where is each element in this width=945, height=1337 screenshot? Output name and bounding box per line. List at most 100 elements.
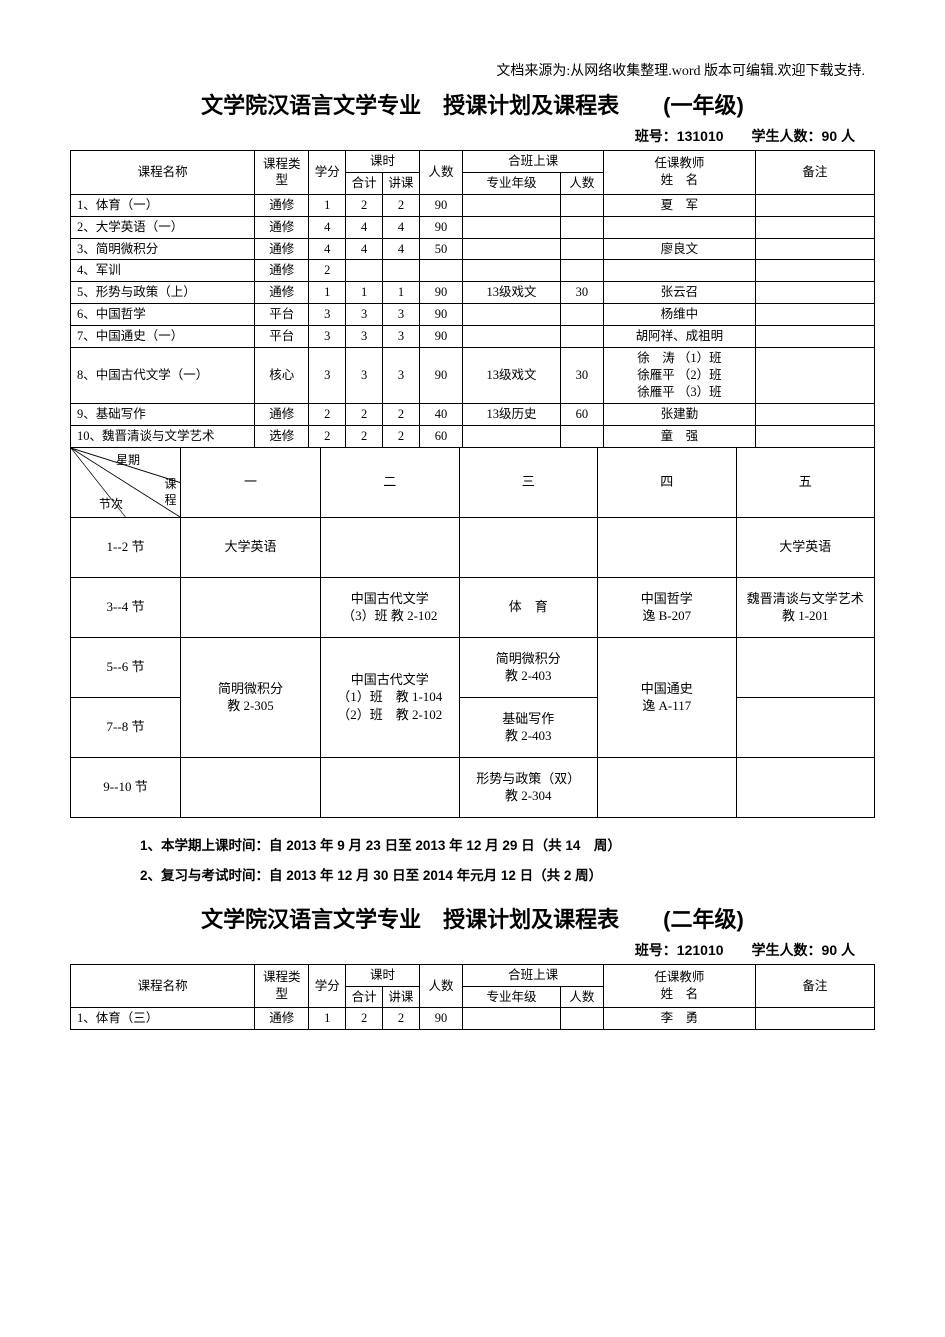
cell-jn: [560, 260, 603, 282]
cell-credit: 1: [309, 194, 346, 216]
hdr-joint-major: 专业年级: [463, 172, 561, 194]
schedule-row: 3--4 节中国古代文学（3）班 教 2-102体 育中国哲学逸 B-207魏晋…: [71, 577, 875, 637]
cell-teacher: 廖良文: [604, 238, 756, 260]
schedule-cell: 9--10 节: [71, 757, 181, 817]
cell-hl: 3: [383, 326, 420, 348]
cell-num: 90: [419, 194, 462, 216]
schedule-cell: 形势与政策（双）教 2-304: [459, 757, 598, 817]
schedule-cell: 大学英语: [181, 517, 321, 577]
cell-hl: 2: [383, 403, 420, 425]
cell-teacher: 张建勤: [604, 403, 756, 425]
cell-jm: 13级历史: [463, 403, 561, 425]
cell-jm: [463, 326, 561, 348]
day-2: 二: [321, 447, 460, 517]
cell-ht: 4: [346, 238, 383, 260]
cell-ht: 2: [346, 194, 383, 216]
table-row: 3、简明微积分通修44450廖良文: [71, 238, 875, 260]
cell-hl: 3: [383, 304, 420, 326]
schedule-cell: [181, 577, 321, 637]
cell-teacher: 张云召: [604, 282, 756, 304]
cell-remark: [755, 194, 874, 216]
schedule-diag-header: 星期 课程 节次: [71, 447, 181, 517]
g2-hdr-hours: 课时: [346, 964, 420, 986]
hdr-joint-num: 人数: [560, 172, 603, 194]
cell-hl: 1: [383, 282, 420, 304]
cell-num: 90: [419, 216, 462, 238]
schedule-cell: [736, 697, 875, 757]
g2-hdr-joint-major: 专业年级: [463, 986, 561, 1008]
table-row: 2、大学英语（一）通修44490: [71, 216, 875, 238]
cell-remark: [755, 238, 874, 260]
cell-jn: [560, 216, 603, 238]
cell-credit: 3: [309, 326, 346, 348]
hdr-hours-total: 合计: [346, 172, 383, 194]
g2-hdr-hours-lecture: 讲课: [383, 986, 420, 1008]
cell-num: 90: [419, 347, 462, 403]
table-row: 7、中国通史（一）平台33390胡阿祥、成祖明: [71, 326, 875, 348]
day-1: 一: [181, 447, 321, 517]
cell-ht: 2: [346, 403, 383, 425]
cell-ht: 3: [346, 304, 383, 326]
cell-jm: [463, 1008, 561, 1030]
g2-hdr-credit: 学分: [309, 964, 346, 1008]
source-line: 文档来源为:从网络收集整理.word 版本可编辑.欢迎下载支持.: [70, 60, 875, 80]
g2-hdr-course: 课程名称: [71, 964, 255, 1008]
schedule-cell: 简明微积分教 2-305: [181, 637, 321, 757]
table-row: 1、体育（一）通修12290夏 军: [71, 194, 875, 216]
cell-jn: [560, 194, 603, 216]
table-row: 9、基础写作通修2224013级历史60张建勤: [71, 403, 875, 425]
g2-hdr-remark: 备注: [755, 964, 874, 1008]
schedule-cell: [736, 637, 875, 697]
cell-credit: 2: [309, 260, 346, 282]
cell-jn: 60: [560, 403, 603, 425]
cell-jn: [560, 1008, 603, 1030]
cell-num: 90: [419, 326, 462, 348]
schedule-header: 星期 课程 节次 一二 三 四 五: [71, 447, 875, 517]
cell-type: 通修: [255, 1008, 309, 1030]
cell-ht: [346, 260, 383, 282]
cell-remark: [755, 304, 874, 326]
note-1: 1、本学期上课时间：自 2013 年 9 月 23 日至 2013 年 12 月…: [140, 834, 875, 854]
cell-teacher: [604, 216, 756, 238]
cell-ht: 1: [346, 282, 383, 304]
cell-remark: [755, 347, 874, 403]
schedule-cell: 魏晋清谈与文学艺术教 1-201: [736, 577, 875, 637]
cell-type: 通修: [255, 282, 309, 304]
table-row: 4、军训通修2: [71, 260, 875, 282]
hdr-type: 课程类型: [255, 151, 309, 195]
cell-hl: 4: [383, 238, 420, 260]
cell-jm: 13级戏文: [463, 282, 561, 304]
table-row: 1、体育（三）通修12290李 勇: [71, 1008, 875, 1030]
schedule-cell: 3--4 节: [71, 577, 181, 637]
cell-course-name: 10、魏晋清谈与文学艺术: [71, 425, 255, 447]
cell-course-name: 4、军训: [71, 260, 255, 282]
table-row: 6、中国哲学平台33390杨维中: [71, 304, 875, 326]
cell-num: 50: [419, 238, 462, 260]
cell-type: 平台: [255, 326, 309, 348]
cell-ht: 4: [346, 216, 383, 238]
cell-teacher: [604, 260, 756, 282]
g2-hdr-hours-total: 合计: [346, 986, 383, 1008]
day-5: 五: [736, 447, 875, 517]
grade2-course-table: 课程名称 课程类型 学分 课时 人数 合班上课 任课教师姓 名 备注 合计 讲课…: [70, 964, 875, 1031]
cell-type: 核心: [255, 347, 309, 403]
cell-teacher: 杨维中: [604, 304, 756, 326]
g2-hdr-joint: 合班上课: [463, 964, 604, 986]
cell-jn: [560, 326, 603, 348]
schedule-cell: [598, 757, 737, 817]
cell-credit: 4: [309, 238, 346, 260]
cell-remark: [755, 403, 874, 425]
cell-type: 通修: [255, 260, 309, 282]
cell-hl: 3: [383, 347, 420, 403]
cell-remark: [755, 260, 874, 282]
schedule-cell: [181, 757, 321, 817]
schedule-cell: [321, 517, 460, 577]
cell-hl: 2: [383, 1008, 420, 1030]
cell-credit: 2: [309, 403, 346, 425]
day-4: 四: [598, 447, 737, 517]
cell-type: 通修: [255, 403, 309, 425]
cell-course-name: 8、中国古代文学（一）: [71, 347, 255, 403]
g2-hdr-joint-num: 人数: [560, 986, 603, 1008]
hdr-course: 课程名称: [71, 151, 255, 195]
diag-top: 星期: [116, 452, 140, 468]
